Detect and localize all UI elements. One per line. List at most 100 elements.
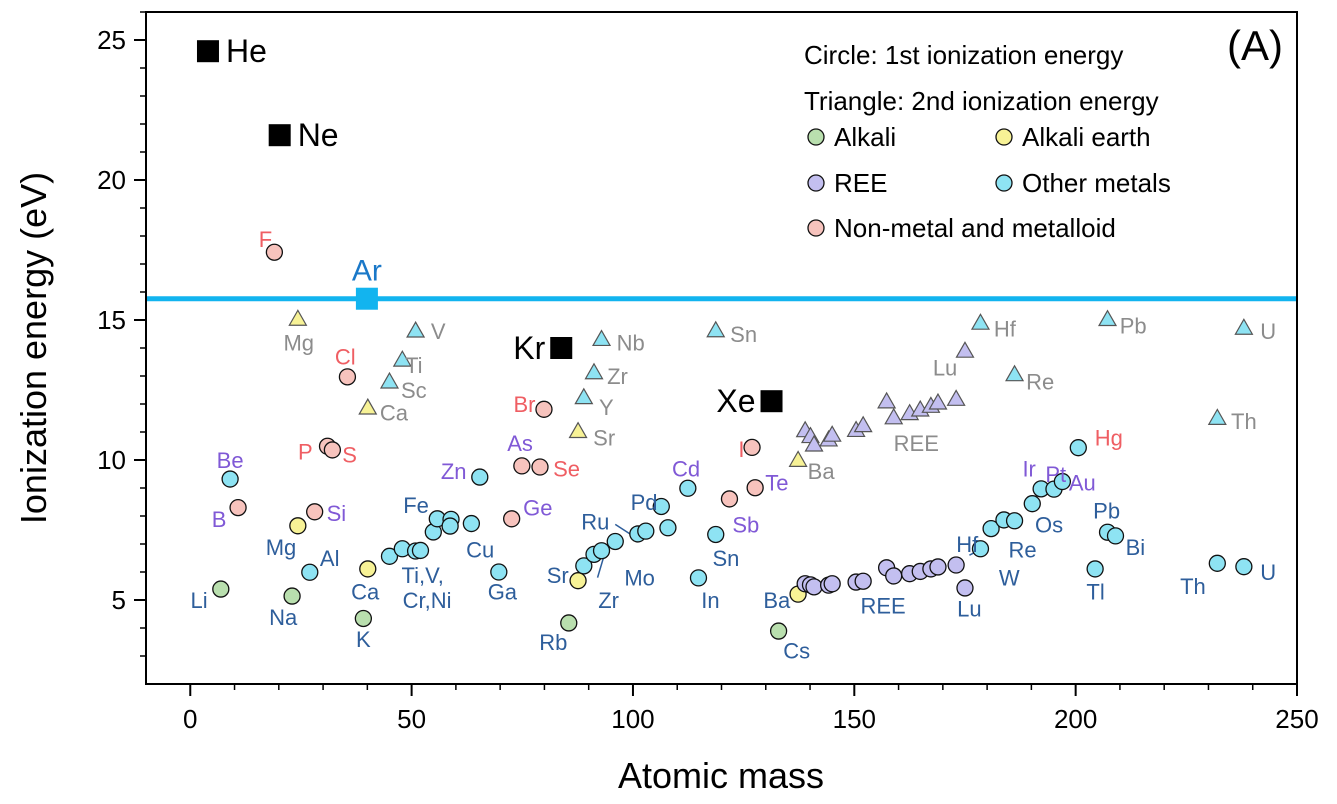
first-ie-point: [956, 579, 974, 597]
element-label: Pb: [1120, 314, 1147, 339]
noble-gas-label: Kr: [513, 330, 545, 366]
noble-gas-label: He: [226, 33, 267, 69]
first-ie-point-tl: [1086, 560, 1104, 578]
legend-line-triangle: Triangle: 2nd ionization energy: [804, 86, 1159, 116]
noble-gas-markers: He Ne Kr Xe: [196, 33, 783, 419]
element-label: As: [507, 431, 533, 456]
element-label: In: [701, 588, 719, 613]
first-ie-point: [535, 400, 553, 418]
element-label: Se: [553, 456, 580, 481]
legend-marker-ree: [807, 174, 825, 192]
element-label: F: [259, 227, 272, 252]
second-ie-point-zr: [584, 362, 604, 380]
second-ie-point-pb: [1097, 309, 1118, 327]
second-ie-point: [884, 407, 904, 425]
element-label: U: [1260, 560, 1276, 585]
first-ie-point: [637, 522, 655, 540]
first-ie-point-be: [221, 470, 239, 488]
second-ie-point-re: [1005, 364, 1025, 382]
second-ie-point-ti: [392, 350, 412, 367]
first-ie-point: [575, 557, 593, 575]
element-label: Sn: [712, 546, 739, 571]
legend-label-ree: REE: [834, 168, 887, 198]
second-ie-point-v: [406, 320, 426, 338]
y-tick-label: 10: [97, 445, 126, 475]
second-ie-point-th: [1207, 408, 1227, 425]
element-label: Mg: [266, 535, 297, 560]
x-tick-label: 150: [833, 704, 876, 734]
element-label: Hf: [994, 316, 1017, 341]
legend-line-circle: Circle: 1st ionization energy: [804, 40, 1123, 70]
element-label: Zn: [441, 459, 467, 484]
legend-marker-alkali: [807, 128, 825, 146]
first-ie-point-al: [301, 563, 319, 581]
first-ie-point-cd: [679, 479, 697, 497]
element-label: Cr,Ni: [403, 588, 452, 613]
element-label: REE: [894, 431, 939, 456]
first-ie-point-ca: [359, 560, 377, 578]
panel-label: (A): [1227, 22, 1283, 69]
first-ie-point-mg: [289, 517, 307, 535]
element-label: Bi: [1126, 535, 1146, 560]
noble-gas-label: Ne: [298, 117, 339, 153]
element-label: W: [999, 566, 1020, 591]
element-label: Y: [599, 395, 614, 420]
legend: Circle: 1st ionization energy Triangle: …: [804, 40, 1171, 243]
first-ie-point-cu: [462, 514, 481, 533]
legend-label-alkaline: Alkali earth: [1022, 122, 1151, 152]
first-ionization-markers: [212, 243, 1253, 640]
x-tick-label: 0: [183, 704, 197, 734]
first-ie-point: [229, 498, 247, 517]
second-ie-point: [928, 392, 948, 410]
noble-gas-marker-xe: [760, 390, 783, 413]
element-label: Ca: [380, 400, 409, 425]
element-label: Si: [327, 501, 347, 526]
first-ie-point: [531, 458, 549, 476]
first-ie-point: [1053, 472, 1072, 491]
second-ie-point-hf: [970, 313, 991, 330]
first-ie-point-in: [689, 569, 708, 587]
first-ie-point: [982, 519, 1000, 538]
first-ie-point: [306, 503, 324, 521]
first-ie-point-na: [283, 587, 301, 605]
first-ie-point: [513, 457, 531, 475]
element-label: Be: [217, 448, 244, 473]
element-label: Au: [1069, 470, 1096, 495]
first-ie-point: [659, 519, 677, 537]
element-label: Cs: [783, 638, 810, 663]
first-ie-point: [592, 542, 611, 560]
element-label: Na: [269, 605, 298, 630]
element-label: Os: [1035, 512, 1063, 537]
element-label: Th: [1180, 574, 1206, 599]
element-label: Ba: [808, 459, 836, 484]
element-label: Zr: [598, 588, 619, 613]
noble-gas-marker-ne: [268, 124, 291, 147]
second-ie-point: [804, 434, 824, 452]
element-label: Ga: [488, 580, 518, 605]
element-label: Zr: [607, 364, 628, 389]
element-label: Cu: [466, 538, 494, 563]
first-ie-point: [380, 547, 399, 565]
element-label: Al: [320, 546, 340, 571]
legend-label-nonmetal: Non-metal and metalloid: [834, 213, 1116, 243]
x-tick-label: 100: [611, 704, 654, 734]
x-tick-label: 50: [397, 704, 426, 734]
element-label: Th: [1231, 409, 1257, 434]
element-label: Nb: [617, 330, 645, 355]
first-ie-point-mo: [606, 532, 624, 551]
element-label: REE: [860, 594, 905, 619]
first-ie-point-rb: [560, 614, 578, 632]
noble-gas-label: Xe: [716, 383, 755, 419]
first-ie-point-ga: [490, 563, 508, 581]
element-label: U: [1260, 319, 1276, 344]
first-ie-point: [746, 479, 764, 497]
legend-marker-other: [995, 174, 1013, 192]
element-label: B: [212, 507, 227, 532]
element-label: Ti,V,: [401, 563, 443, 588]
y-tick-label: 20: [97, 165, 126, 195]
first-ie-point-li: [212, 580, 230, 598]
first-ie-point-sn: [707, 525, 725, 544]
x-axis-label: Atomic mass: [618, 755, 824, 796]
